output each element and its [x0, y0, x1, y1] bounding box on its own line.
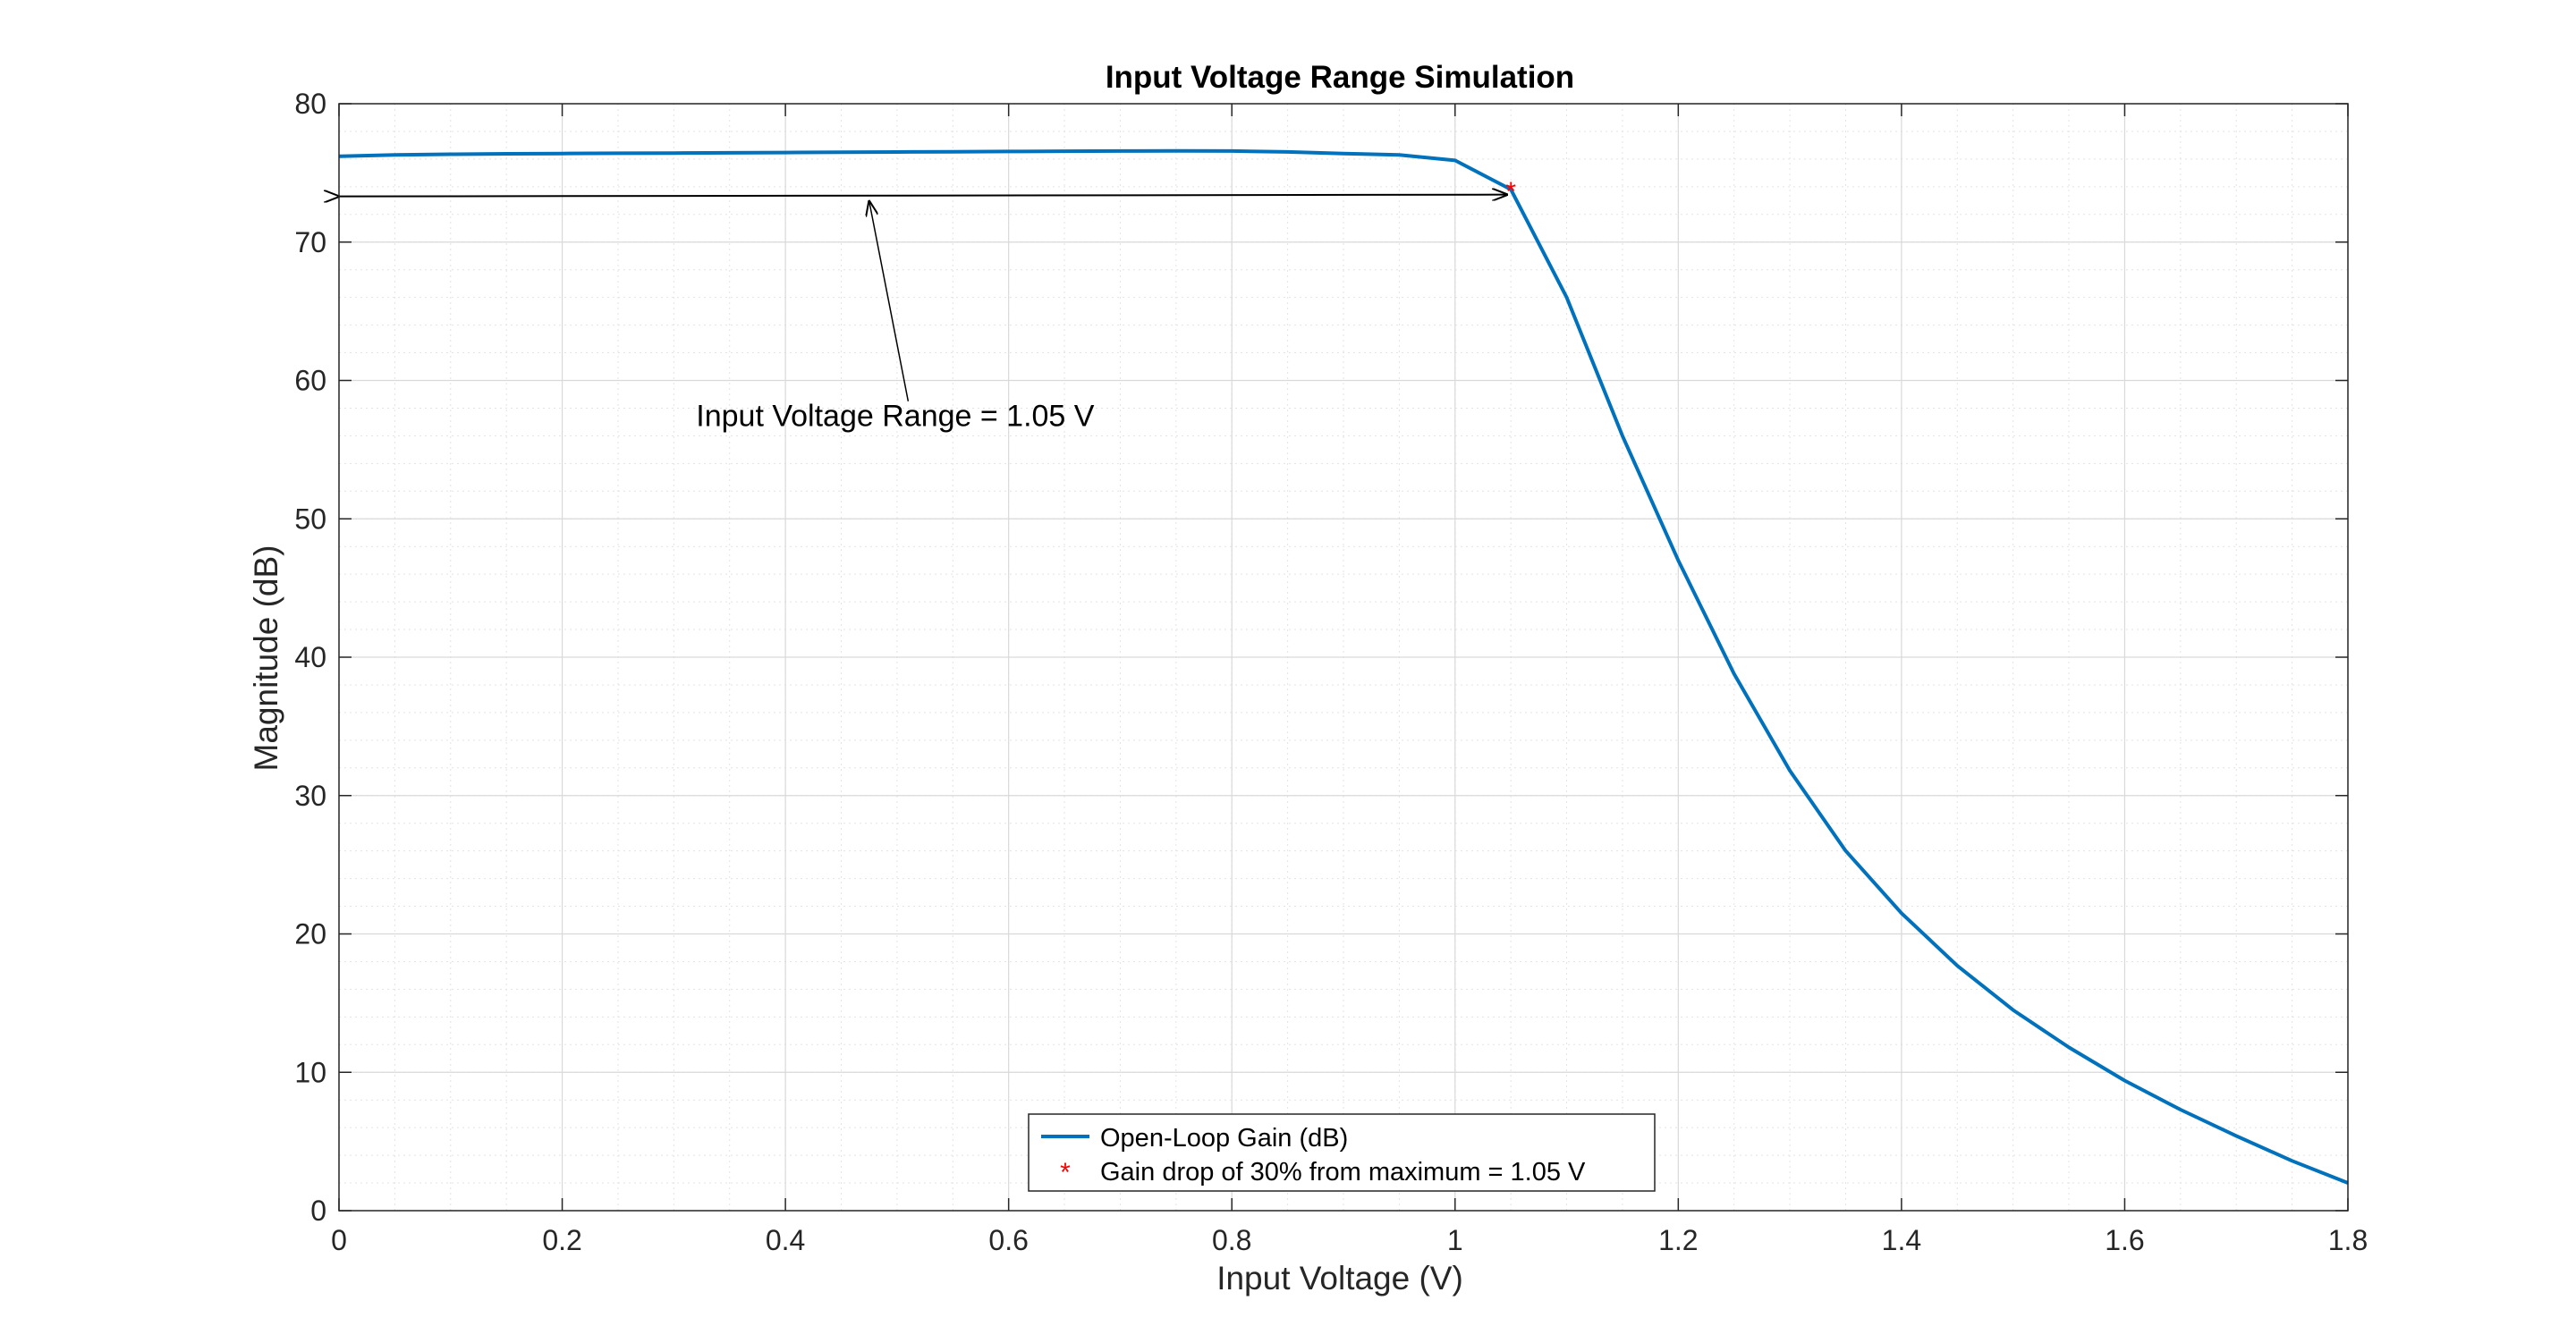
x-tick-label: 1 — [1447, 1224, 1463, 1256]
tick-labels: 0 0.2 0.4 0.6 0.8 1 1.2 1.4 1.6 1.8 0 10 20 30 40 50 60 7… — [294, 88, 2368, 1256]
x-tick-label: 0.4 — [766, 1224, 805, 1256]
y-tick-label: 80 — [294, 88, 326, 120]
legend: * Open-Loop Gain (dB) Gain drop of 30% f… — [1028, 1113, 1656, 1192]
x-tick-label: 0.2 — [542, 1224, 581, 1256]
open-loop-gain-line — [338, 148, 2349, 1185]
y-tick-label: 50 — [294, 503, 326, 535]
y-axis-label: Magnitude (dB) — [248, 545, 284, 772]
gain-drop-marker: * — [1505, 177, 1516, 207]
x-tick-label: 1.4 — [1882, 1224, 1921, 1256]
x-tick-label: 1.2 — [1658, 1224, 1698, 1256]
legend-label-gain: Open-Loop Gain (dB) — [1100, 1124, 1348, 1153]
y-tick-label: 70 — [294, 226, 326, 258]
series-layer — [338, 148, 2349, 1185]
range-double-arrow — [339, 195, 1507, 197]
y-tick-label: 0 — [310, 1195, 326, 1227]
y-tick-label: 60 — [294, 365, 326, 397]
chart-title: Input Voltage Range Simulation — [1106, 60, 1574, 95]
x-tick-label: 0 — [331, 1224, 347, 1256]
legend-box — [1028, 1113, 1656, 1192]
annotation-label: Input Voltage Range = 1.05 V — [696, 400, 1095, 434]
tick-marks — [338, 103, 2349, 1212]
annotation: Input Voltage Range = 1.05 V — [339, 195, 1507, 434]
x-tick-label: 0.8 — [1212, 1224, 1251, 1256]
x-tick-label: 1.8 — [2328, 1224, 2368, 1256]
y-tick-label: 30 — [294, 780, 326, 812]
y-tick-label: 10 — [294, 1056, 326, 1088]
y-tick-label: 40 — [294, 641, 326, 673]
y-tick-label: 20 — [294, 918, 326, 950]
x-axis-label: Input Voltage (V) — [1216, 1260, 1463, 1297]
x-tick-label: 0.6 — [988, 1224, 1028, 1256]
legend-marker-swatch: * — [1060, 1158, 1071, 1187]
legend-label-drop: Gain drop of 30% from maximum = 1.05 V — [1100, 1158, 1586, 1187]
marker-layer: * — [1505, 177, 1516, 207]
annotation-pointer-arrow — [869, 201, 910, 401]
x-tick-label: 1.6 — [2105, 1224, 2144, 1256]
